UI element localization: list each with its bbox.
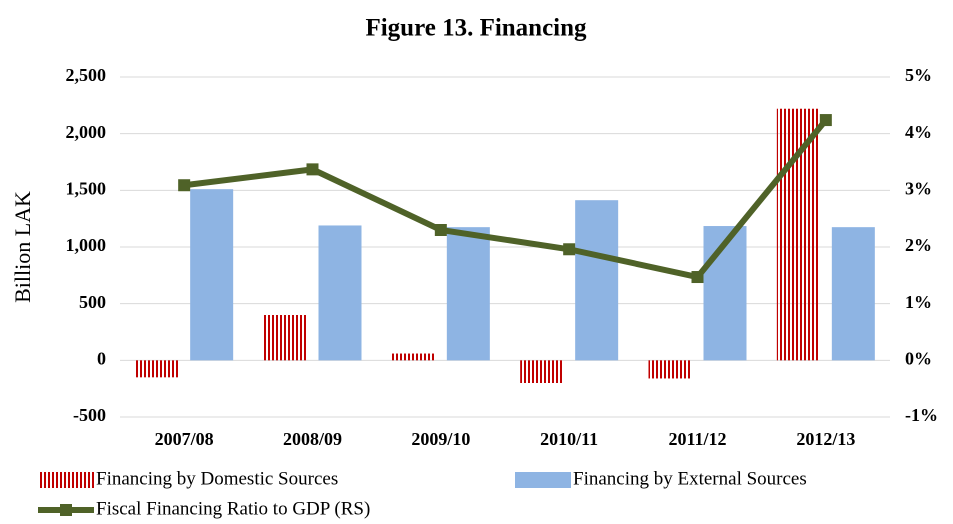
legend-swatch <box>60 504 72 516</box>
line-marker <box>691 271 704 284</box>
y-tick-label: 500 <box>79 292 106 312</box>
line-marker <box>563 243 576 256</box>
y2-tick-label: 2% <box>905 235 932 255</box>
x-tick-label: 2011/12 <box>668 429 726 449</box>
bar <box>318 225 362 361</box>
x-tick-label: 2007/08 <box>155 429 214 449</box>
line-marker <box>178 179 191 192</box>
bar <box>703 226 747 361</box>
bar <box>446 227 490 361</box>
bar <box>648 360 692 379</box>
y-tick-label: 0 <box>97 348 106 368</box>
line-marker <box>819 114 832 127</box>
y-tick-label: 1,500 <box>66 178 107 198</box>
bar <box>831 227 875 361</box>
line-marker <box>306 163 319 176</box>
bar <box>135 360 179 378</box>
bar <box>391 353 435 361</box>
x-tick-label: 2008/09 <box>283 429 342 449</box>
x-tick-label: 2012/13 <box>796 429 855 449</box>
y2-tick-label: -1% <box>905 405 938 425</box>
y-tick-label: -500 <box>73 405 106 425</box>
y-tick-label: 2,000 <box>66 122 107 142</box>
legend-label: Financing by External Sources <box>573 468 807 489</box>
y2-tick-label: 0% <box>905 348 932 368</box>
y2-tick-label: 5% <box>905 65 932 85</box>
y-tick-label: 1,000 <box>66 235 107 255</box>
bar <box>520 360 564 383</box>
y2-tick-label: 4% <box>905 122 932 142</box>
x-tick-label: 2009/10 <box>411 429 470 449</box>
chart-title: Figure 13. Financing <box>365 15 587 42</box>
y2-tick-label: 3% <box>905 178 932 198</box>
y2-tick-label: 1% <box>905 292 932 312</box>
bar <box>263 315 307 361</box>
legend-label: Fiscal Financing Ratio to GDP (RS) <box>96 498 370 519</box>
bar <box>575 200 619 361</box>
y-tick-label: 2,500 <box>66 65 107 85</box>
legend-swatch <box>515 472 571 488</box>
x-tick-label: 2010/11 <box>540 429 598 449</box>
legend-swatch <box>38 472 94 488</box>
bar <box>190 189 234 361</box>
bar <box>776 108 820 361</box>
line-marker <box>434 224 447 236</box>
legend-label: Financing by Domestic Sources <box>96 468 338 489</box>
line <box>183 118 829 281</box>
y-axis-label: Billion LAK <box>10 191 35 303</box>
